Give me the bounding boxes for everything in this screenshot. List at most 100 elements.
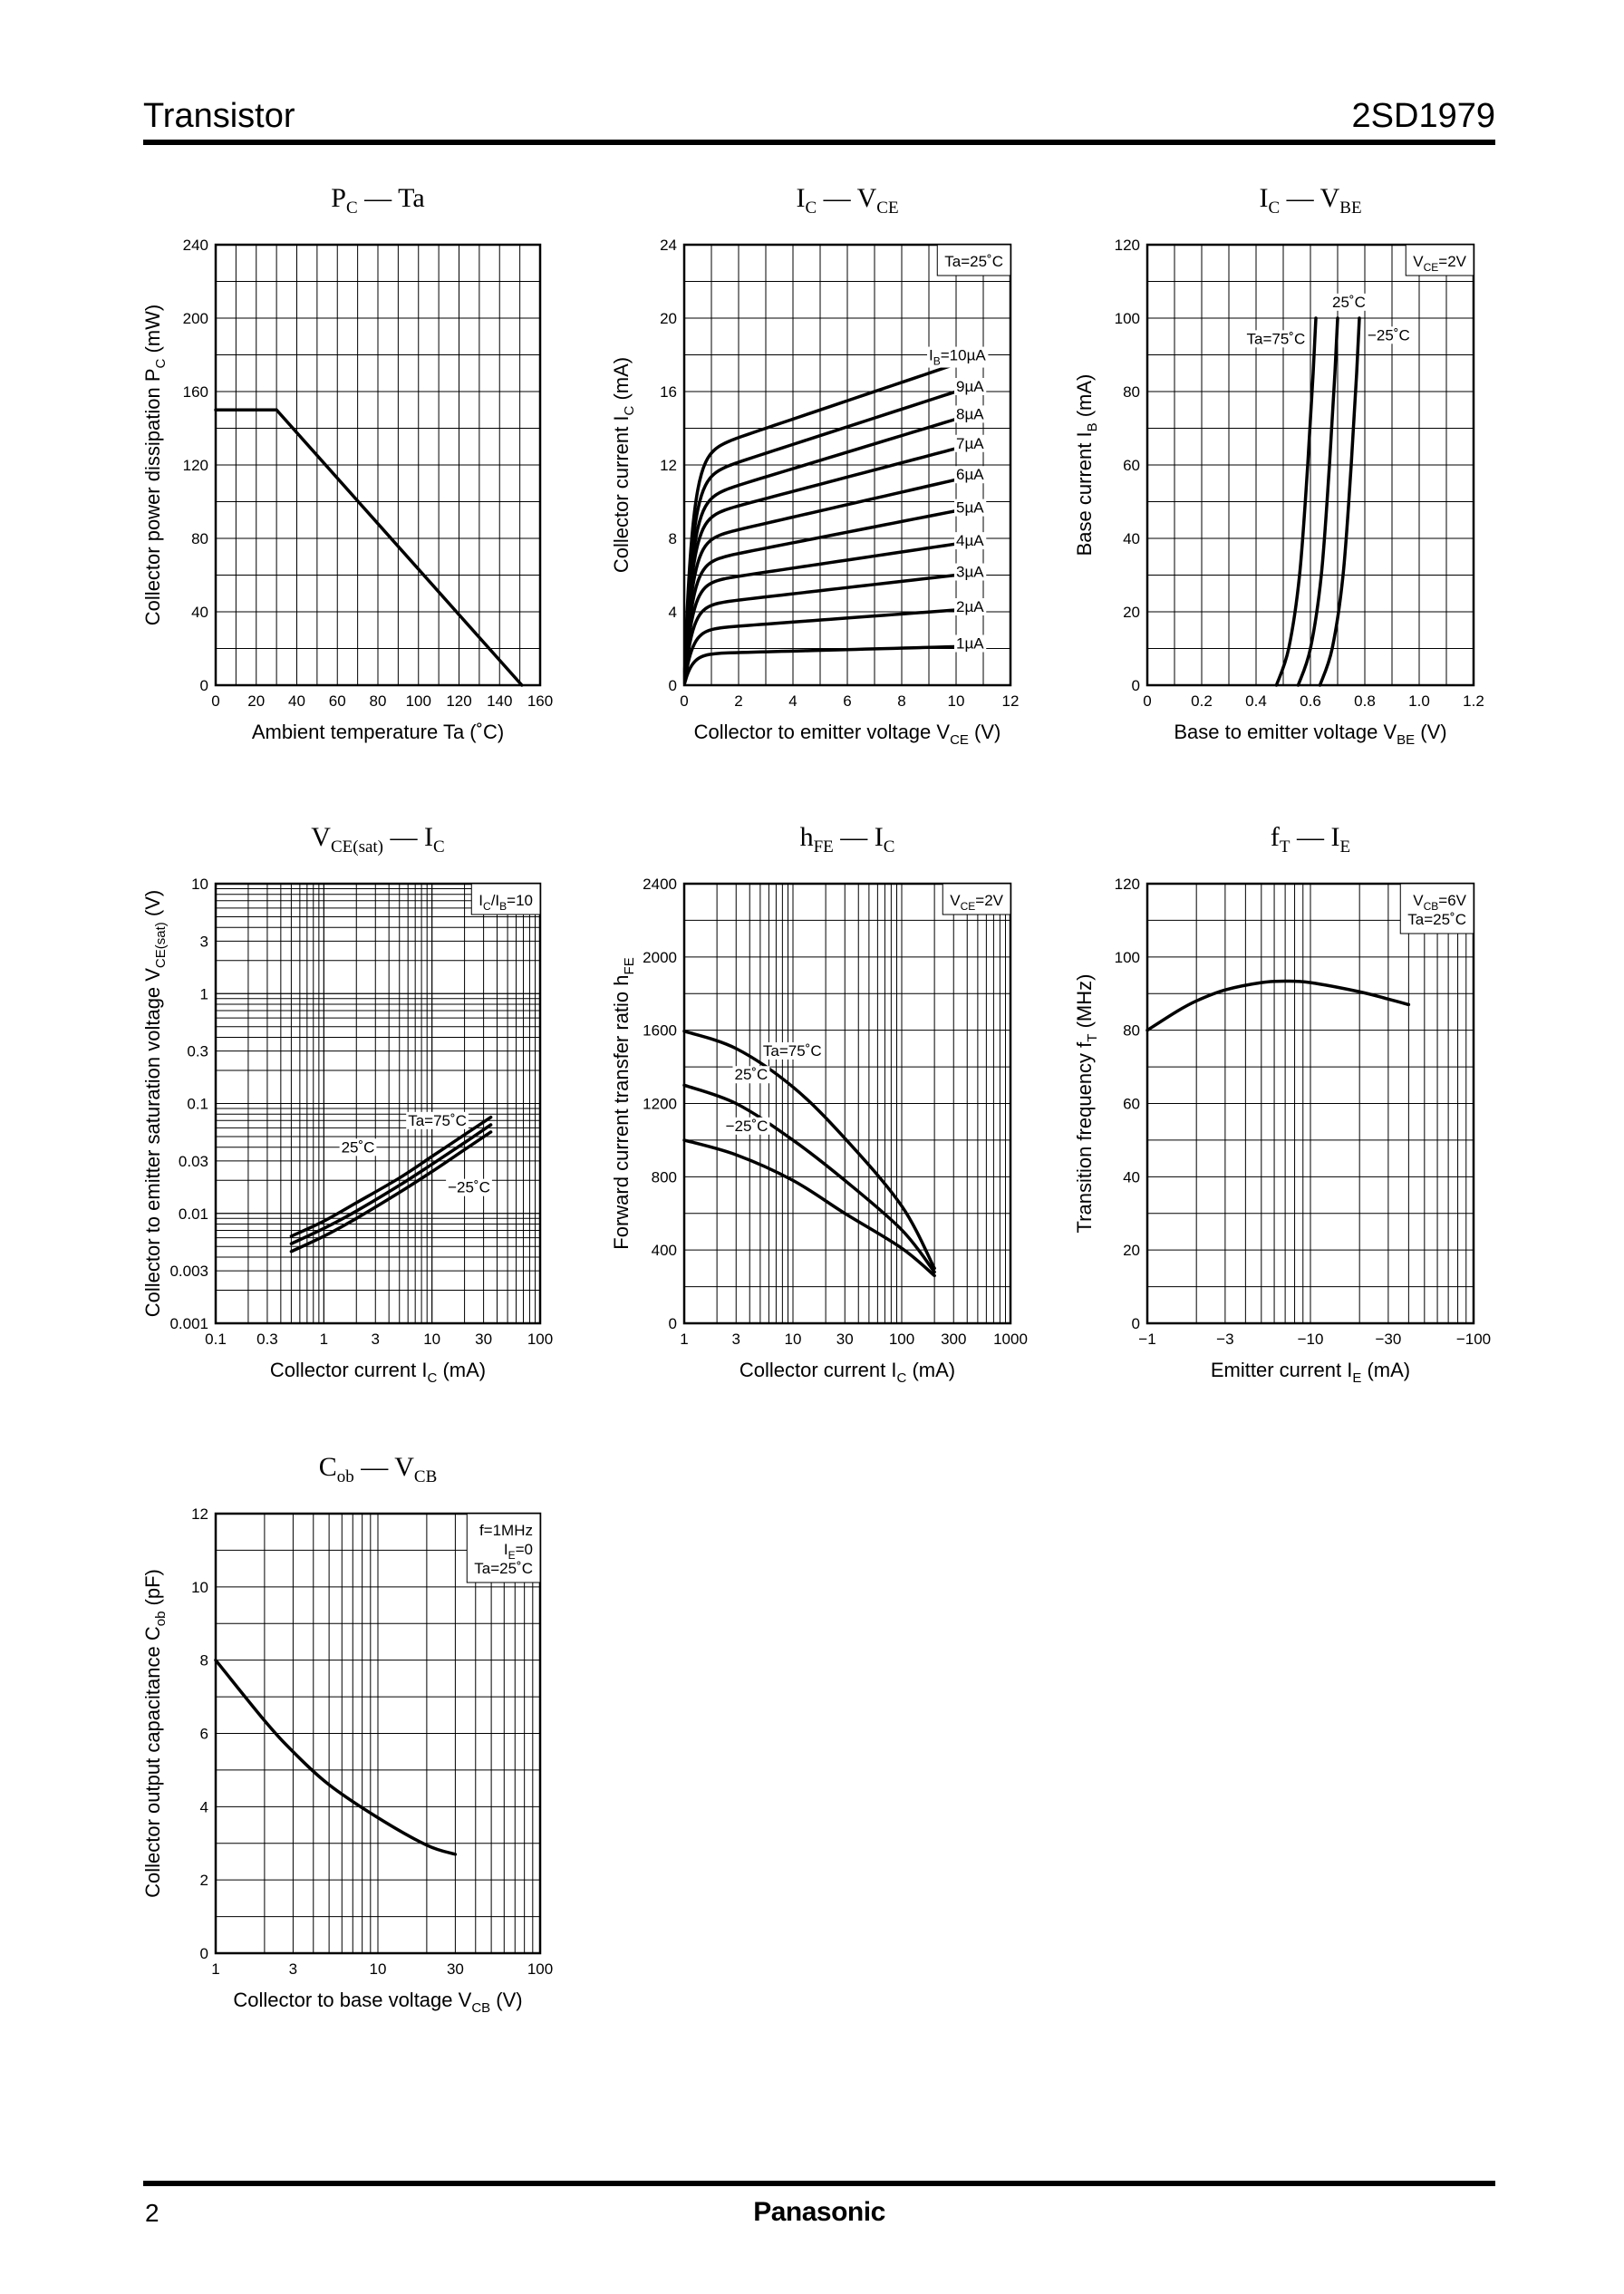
y-tick-label: 400 <box>652 1242 677 1259</box>
chart-title: PC — Ta <box>331 183 424 218</box>
series-line <box>1318 316 1361 687</box>
y-tick-label: 120 <box>1115 876 1140 893</box>
grid <box>214 882 542 1325</box>
y-tick-label: 60 <box>1123 457 1140 474</box>
y-tick-label: 0.1 <box>187 1096 208 1113</box>
y-tick-label: 0.003 <box>169 1263 208 1280</box>
curve-label: 7µA <box>956 435 984 452</box>
y-tick-label: 80 <box>1123 383 1140 401</box>
y-tick-label: 800 <box>652 1168 677 1186</box>
label-bg <box>339 1138 377 1157</box>
y-tick-label: 200 <box>183 310 208 327</box>
label-bg <box>954 434 987 452</box>
chart-title: Cob — VCB <box>319 1452 438 1486</box>
label-bg <box>954 378 987 395</box>
chart-hfe-ic: hFE — IC 1 3 10 30 100 300 1000 0 400 800 1200 1600 2… <box>610 822 1028 1386</box>
label-bg <box>1244 330 1308 348</box>
curve-label: −25˚C <box>726 1118 768 1135</box>
x-tick-label: 10 <box>370 1960 387 1978</box>
grid <box>682 243 1012 687</box>
curve-label: 4µA <box>956 532 984 549</box>
y-tick-label: 120 <box>1115 237 1140 254</box>
note-line: VCE=2V <box>950 892 1003 913</box>
note-box <box>942 883 1011 915</box>
y-tick-label: 0.03 <box>179 1153 208 1170</box>
series-group <box>682 362 958 685</box>
x-tick-label: 100 <box>406 692 431 710</box>
note-line: IC/IB=10 <box>478 892 533 913</box>
note-line: Ta=25˚C <box>944 253 1003 270</box>
curve-label: 9µA <box>956 378 984 395</box>
x-tick-label: 80 <box>370 692 387 710</box>
x-tick-label: 4 <box>788 692 797 710</box>
series-line <box>289 1115 493 1238</box>
x-tick-label: 0.2 <box>1191 692 1213 710</box>
x-axis-label: Emitter current IE (mA) <box>1211 1359 1410 1386</box>
y-tick-label: 2000 <box>643 949 677 966</box>
series-line <box>1274 316 1318 687</box>
x-tick-label: 0.3 <box>256 1331 278 1348</box>
chart-vcesat-ic: VCE(sat) — IC 0.1 0.3 1 3 10 30 100 0.001 0.003 0.… <box>141 822 553 1386</box>
label-bg <box>954 598 987 615</box>
x-tick-label: 1000 <box>993 1331 1028 1348</box>
y-axis-label: Collector power dissipation PC (mW) <box>141 305 169 625</box>
series-line <box>682 644 958 685</box>
x-tick-label: 1 <box>680 1331 688 1348</box>
grid <box>682 882 1012 1325</box>
x-tick-label: 1.0 <box>1408 692 1430 710</box>
series-line <box>682 573 958 682</box>
x-tick-label: 8 <box>897 692 905 710</box>
chart-cob-vcb: Cob — VCB 1 3 10 30 100 0 2 4 6 8 10 12 Collector to … <box>141 1452 553 2016</box>
x-tick-label: 0 <box>211 692 219 710</box>
plot-frame <box>214 882 542 1325</box>
y-tick-label: 120 <box>183 457 208 474</box>
x-tick-label: 0 <box>680 692 688 710</box>
y-tick-label: 12 <box>191 1505 208 1523</box>
x-tick-label: 10 <box>423 1331 440 1348</box>
chart-title: hFE — IC <box>800 822 895 857</box>
curve-label: Ta=75˚C <box>408 1112 467 1129</box>
x-tick-label: 6 <box>843 692 851 710</box>
chart-title: IC — VCE <box>796 183 898 218</box>
y-tick-label: 10 <box>191 876 208 893</box>
note-box <box>466 1513 541 1583</box>
x-tick-label: 100 <box>527 1960 553 1978</box>
y-tick-label: 1200 <box>643 1096 677 1113</box>
x-axis-label: Base to emitter voltage VBE (V) <box>1174 721 1446 748</box>
x-tick-label: 40 <box>288 692 305 710</box>
y-tick-label: 40 <box>1123 1168 1140 1186</box>
curve-label: Ta=75˚C <box>763 1042 822 1060</box>
x-tick-label: 30 <box>447 1960 464 1978</box>
note-line: IE=0 <box>504 1541 533 1562</box>
x-tick-label: 0.4 <box>1245 692 1267 710</box>
x-tick-label: 3 <box>372 1331 380 1348</box>
y-tick-label: 4 <box>669 604 677 621</box>
page-footer: 2 Panasonic <box>143 2181 1495 2227</box>
x-tick-label: 0.6 <box>1300 692 1321 710</box>
series-line <box>682 542 958 680</box>
grid <box>214 243 542 687</box>
x-tick-label: 120 <box>446 692 471 710</box>
x-tick-label: 160 <box>527 692 553 710</box>
x-tick-label: 30 <box>836 1331 854 1348</box>
label-bg <box>732 1066 770 1084</box>
x-tick-label: 10 <box>948 692 965 710</box>
x-axis-label: Ambient temperature Ta (˚C) <box>252 721 504 743</box>
part-number: 2SD1979 <box>1351 97 1495 135</box>
y-tick-label: 20 <box>1123 1242 1140 1259</box>
curve-label: −25˚C <box>1368 326 1410 344</box>
chart-title: IC — VBE <box>1259 183 1361 218</box>
y-tick-label: 12 <box>660 457 677 474</box>
y-tick-label: 2 <box>200 1872 208 1889</box>
series-line <box>682 1029 936 1271</box>
y-tick-label: 0.001 <box>169 1315 208 1332</box>
y-tick-label: 24 <box>660 237 677 254</box>
plot-frame <box>214 1512 542 1955</box>
curve-label: 25˚C <box>1332 294 1366 311</box>
x-tick-label: 1 <box>211 1960 219 1978</box>
y-tick-label: 0 <box>1132 677 1140 694</box>
chart-title: VCE(sat) — IC <box>311 822 444 857</box>
curve-label: 1µA <box>956 635 984 653</box>
